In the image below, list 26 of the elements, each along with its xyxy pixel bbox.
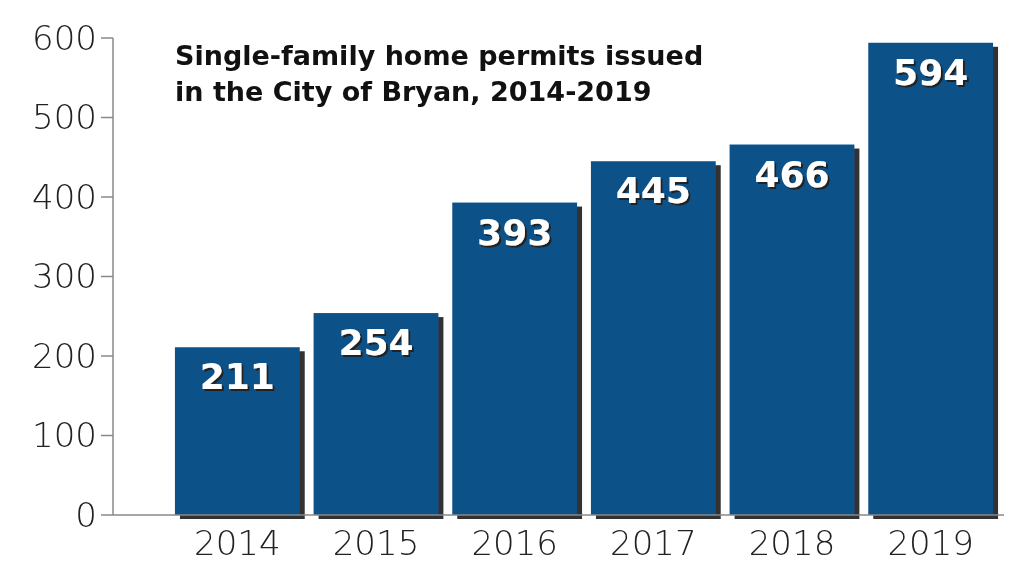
y-tick-label: 300 [32, 256, 97, 297]
x-tick-label: 2014 [194, 523, 281, 563]
y-tick-label: 100 [32, 415, 97, 456]
data-label: 466 [754, 153, 830, 195]
y-tick-label: 600 [32, 17, 97, 58]
data-label: 445 [615, 170, 691, 212]
data-label: 211 [199, 356, 275, 398]
data-label: 594 [893, 51, 969, 93]
x-tick-label: 2019 [887, 523, 974, 563]
bar [452, 202, 578, 515]
bar [174, 347, 300, 515]
data-label: 393 [477, 211, 553, 253]
x-tick-label: 2018 [748, 523, 836, 563]
bar [868, 42, 994, 515]
x-tick-label: 2016 [471, 523, 558, 563]
x-tick-label: 2015 [332, 523, 420, 563]
y-tick-label: 200 [32, 335, 97, 376]
text: Single-family home permits issued in the City of Bryan, 2014-2019 [175, 40, 704, 107]
data-label: 254 [338, 322, 414, 364]
bar [313, 313, 439, 515]
y-tick-label: 500 [32, 97, 97, 138]
x-tick-label: 2017 [610, 523, 697, 563]
bar [729, 144, 855, 515]
y-tick-label: 400 [32, 176, 97, 217]
bar [590, 161, 716, 515]
y-tick-label: 0 [75, 494, 97, 535]
